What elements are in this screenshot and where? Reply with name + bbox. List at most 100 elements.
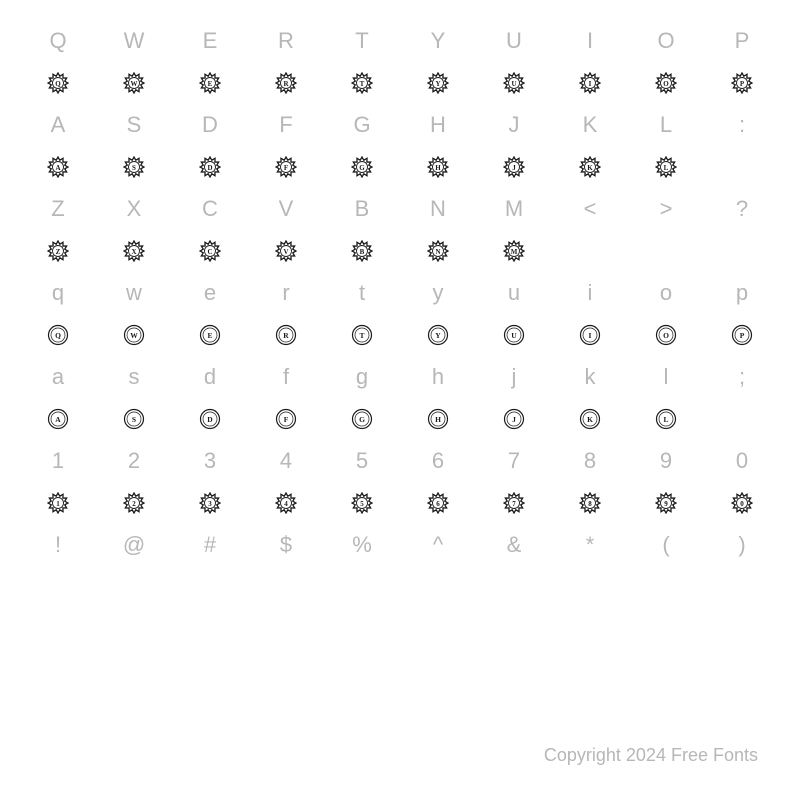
char-glyph: X	[96, 240, 172, 262]
char-label-text: ;	[739, 364, 745, 390]
char-label-text: L	[660, 112, 672, 138]
char-glyph: T	[324, 324, 400, 346]
char-label: Y	[400, 28, 476, 54]
ornate-glyph-icon: G	[351, 156, 373, 178]
svg-text:1: 1	[56, 500, 60, 508]
ornate-glyph-icon: 3	[199, 492, 221, 514]
char-label-text: @	[123, 532, 145, 558]
ornate-glyph-icon: D	[199, 156, 221, 178]
char-label-text: e	[204, 280, 216, 306]
circle-glyph-icon: S	[123, 408, 145, 430]
ornate-glyph-icon: R	[275, 72, 297, 94]
char-glyph: I	[552, 324, 628, 346]
label-row: QWERTYUIOP	[20, 20, 780, 62]
char-label: :	[704, 112, 780, 138]
char-label: U	[476, 28, 552, 54]
ornate-glyph-icon: P	[731, 72, 753, 94]
char-glyph: I	[552, 72, 628, 94]
char-label-text: R	[278, 28, 294, 54]
char-label: F	[248, 112, 324, 138]
char-label-text: p	[736, 280, 748, 306]
char-glyph: L	[628, 156, 704, 178]
char-label: V	[248, 196, 324, 222]
char-label-text: !	[55, 532, 61, 558]
char-label-text: %	[352, 532, 372, 558]
char-label-text: U	[506, 28, 522, 54]
circle-glyph-icon: Q	[47, 324, 69, 346]
char-label-text: Z	[51, 196, 64, 222]
ornate-glyph-icon: 5	[351, 492, 373, 514]
svg-text:4: 4	[284, 500, 288, 508]
svg-text:I: I	[589, 331, 592, 340]
char-label-text: A	[51, 112, 66, 138]
char-label-text: y	[433, 280, 444, 306]
char-label: 0	[704, 448, 780, 474]
char-label-text: D	[202, 112, 218, 138]
char-label: D	[172, 112, 248, 138]
svg-text:S: S	[132, 415, 136, 424]
char-label-text: J	[509, 112, 520, 138]
circle-glyph-icon: G	[351, 408, 373, 430]
svg-text:Q: Q	[55, 331, 61, 340]
circle-glyph-icon: I	[579, 324, 601, 346]
char-glyph: 3	[172, 492, 248, 514]
svg-text:G: G	[359, 415, 365, 424]
svg-text:G: G	[359, 164, 365, 172]
svg-text:D: D	[207, 415, 213, 424]
char-label-text: u	[508, 280, 520, 306]
char-label: O	[628, 28, 704, 54]
char-glyph: U	[476, 324, 552, 346]
char-glyph: Y	[400, 72, 476, 94]
char-glyph: S	[96, 156, 172, 178]
char-label: W	[96, 28, 172, 54]
char-label: 3	[172, 448, 248, 474]
char-glyph: W	[96, 72, 172, 94]
char-label-text: 1	[52, 448, 64, 474]
svg-text:3: 3	[208, 500, 212, 508]
char-glyph	[704, 408, 780, 430]
char-label-text: a	[52, 364, 64, 390]
svg-text:L: L	[663, 415, 668, 424]
char-label-text: I	[587, 28, 593, 54]
circle-glyph-icon: O	[655, 324, 677, 346]
ornate-glyph-icon: 4	[275, 492, 297, 514]
ornate-glyph-icon: V	[275, 240, 297, 262]
char-label-text: 8	[584, 448, 596, 474]
char-label: p	[704, 280, 780, 306]
char-glyph: 6	[400, 492, 476, 514]
circle-glyph-icon: K	[579, 408, 601, 430]
char-label: y	[400, 280, 476, 306]
char-label-text: M	[505, 196, 523, 222]
circle-glyph-icon: U	[503, 324, 525, 346]
char-label-text: 2	[128, 448, 140, 474]
char-glyph: S	[96, 408, 172, 430]
char-label-text: X	[127, 196, 142, 222]
svg-text:D: D	[207, 164, 212, 172]
char-glyph: T	[324, 72, 400, 94]
char-glyph: 1	[20, 492, 96, 514]
char-glyph: R	[248, 72, 324, 94]
char-label: J	[476, 112, 552, 138]
svg-text:5: 5	[360, 500, 364, 508]
circle-glyph-icon: E	[199, 324, 221, 346]
char-label: 5	[324, 448, 400, 474]
glyph-row: Q W E R T Y U I O P	[20, 314, 780, 356]
char-label-text: Q	[49, 28, 66, 54]
circle-glyph-icon: W	[123, 324, 145, 346]
svg-text:E: E	[208, 80, 213, 88]
char-label-text: q	[52, 280, 64, 306]
char-glyph: 9	[628, 492, 704, 514]
circle-glyph-icon: P	[731, 324, 753, 346]
char-label: E	[172, 28, 248, 54]
label-row: !@#$%^&*()	[20, 524, 780, 566]
glyph-row: 1 2 3 4 5 6 7 8 9 0	[20, 482, 780, 524]
ornate-glyph-icon: L	[655, 156, 677, 178]
ornate-glyph-icon: T	[351, 72, 373, 94]
char-label: 9	[628, 448, 704, 474]
svg-text:7: 7	[512, 500, 516, 508]
svg-text:J: J	[512, 415, 516, 424]
char-glyph	[552, 240, 628, 262]
ornate-glyph-icon: N	[427, 240, 449, 262]
char-label: A	[20, 112, 96, 138]
circle-glyph-icon: Y	[427, 324, 449, 346]
